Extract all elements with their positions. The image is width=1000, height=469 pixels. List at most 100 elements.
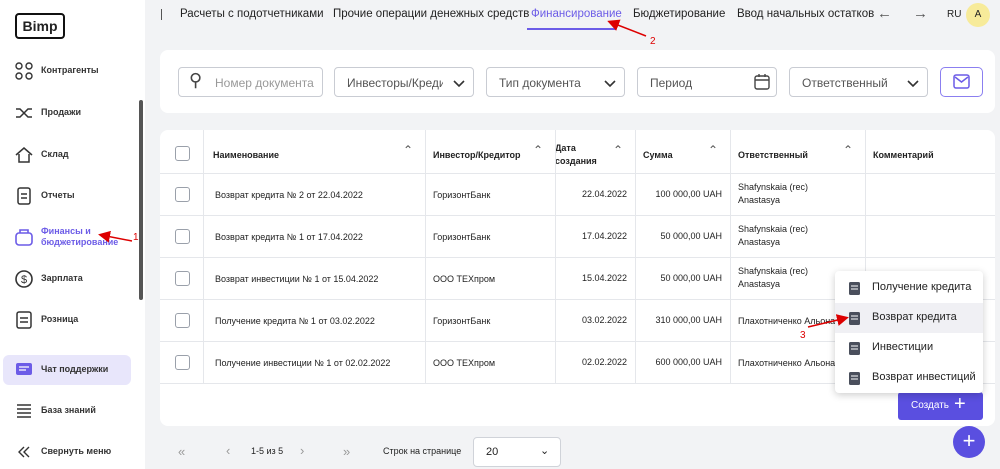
tab[interactable]: Прочие операции денежных средств [333, 8, 530, 20]
fab[interactable]: + [953, 426, 985, 458]
column-header: Комментарий [873, 150, 934, 160]
column-header: Инвестор/Кредитор [433, 150, 521, 160]
icon [849, 312, 860, 325]
svg-text:$: $ [21, 274, 27, 286]
sidebar-item[interactable]: Продажи [0, 98, 135, 128]
language[interactable]: RU [947, 9, 962, 20]
avatar[interactable]: A [966, 3, 990, 27]
menu-item[interactable]: Возврат инвестиций [835, 363, 983, 393]
rows-value: 20 [486, 446, 499, 458]
logo[interactable]: Bimp [15, 13, 65, 39]
filter-placeholder: Тип документа [499, 76, 581, 90]
cell: 600 000,00 UAH [655, 357, 722, 367]
cell: 100 000,00 UAH [655, 189, 722, 199]
sidebar: Bimp Контрагенты Продажи Склад Отчеты Финанс… [0, 0, 145, 469]
sort-icon[interactable]: ⌃ [843, 143, 854, 157]
sidebar-item[interactable]: Финансы и бюджетирование [0, 222, 135, 252]
active-tab-underline [527, 28, 616, 30]
menu-label: Возврат кредита [872, 311, 957, 323]
icon [849, 342, 860, 355]
checkbox[interactable] [175, 146, 190, 161]
page-first[interactable]: « [178, 444, 186, 459]
cell: ООО ТЕХпром [433, 274, 496, 284]
column-header: Ответственный [738, 150, 808, 160]
row-divider [160, 257, 995, 258]
filter-input[interactable]: Ответственный [789, 67, 928, 97]
icon [15, 229, 33, 246]
page-next[interactable]: › [300, 443, 305, 458]
create-plus: + [954, 393, 966, 415]
cell: Shafynskaia (rec) Anastasya [738, 224, 809, 247]
sidebar-item[interactable]: Склад [0, 140, 135, 170]
icon [453, 80, 465, 88]
tab[interactable]: Расчеты с подотчетниками [180, 8, 324, 20]
tab[interactable]: Бюджетирование [633, 8, 726, 20]
icon [604, 80, 616, 88]
sidebar-item[interactable]: База знаний [0, 396, 135, 426]
create-button[interactable]: Создать + [898, 392, 983, 420]
sidebar-label: Финансы и бюджетирование [41, 226, 119, 247]
checkbox[interactable] [175, 355, 190, 370]
rows-select[interactable]: 20 ⌄ [473, 437, 561, 467]
checkbox[interactable] [175, 313, 190, 328]
column-header: Сумма [643, 150, 673, 160]
filter-input[interactable]: Период [637, 67, 777, 97]
sort-icon[interactable]: ⌃ [613, 143, 624, 157]
sidebar-label: Розница [41, 314, 79, 324]
cell: Возврат кредита № 2 от 22.04.2022 [215, 190, 363, 200]
sidebar-item[interactable]: Розница [0, 305, 135, 335]
icon [16, 311, 32, 329]
tab[interactable]: Ввод начальных остатков [737, 8, 875, 20]
cell: 03.02.2022 [581, 315, 627, 325]
create-label: Создать [911, 400, 950, 411]
menu-item[interactable]: Получение кредита [835, 273, 983, 303]
page-prev[interactable]: ‹ [226, 443, 231, 458]
sort-icon[interactable]: ⌃ [533, 143, 544, 157]
cell: Получение кредита № 1 от 03.02.2022 [215, 316, 375, 326]
checkbox[interactable] [175, 271, 190, 286]
row-divider [160, 215, 995, 216]
cell: ГоризонтБанк [433, 316, 491, 326]
mail-icon [953, 74, 970, 89]
filter-input[interactable]: Номер документа ⚲ [178, 67, 323, 97]
menu-item[interactable]: Возврат кредита [835, 303, 983, 333]
page-last[interactable]: » [343, 444, 351, 459]
cell: Возврат инвестиции № 1 от 15.04.2022 [215, 274, 379, 284]
sidebar-label: Контрагенты [41, 65, 99, 75]
sidebar-item[interactable]: $ Зарплата [0, 264, 135, 294]
cell: Shafynskaia (rec) Anastasya [738, 266, 809, 289]
menu-label: Получение кредита [872, 281, 972, 293]
icon [17, 404, 31, 418]
sidebar-label: Чат поддержки [41, 364, 109, 374]
filter-input[interactable]: Тип документа [486, 67, 625, 97]
row-divider [160, 173, 995, 174]
filter-input[interactable]: Инвесторы/Кредиторы [334, 67, 474, 97]
annotation-2: 2 [650, 36, 656, 47]
menu-item[interactable]: Инвестиции [835, 333, 983, 363]
filter-placeholder: Период [650, 76, 693, 90]
tab-separator [161, 9, 162, 20]
icon [16, 363, 32, 375]
filter-placeholder: Ответственный [802, 76, 888, 90]
nav-back[interactable]: ← [877, 5, 892, 22]
mail-button[interactable] [940, 67, 983, 97]
sidebar-item[interactable]: Отчеты [0, 181, 135, 211]
cell: Плахотниченко Альона [738, 316, 836, 326]
tab[interactable]: Финансирование [531, 8, 622, 20]
row-divider [160, 383, 995, 384]
sidebar-label: Зарплата [41, 273, 83, 283]
sort-icon[interactable]: ⌃ [708, 143, 719, 157]
icon: $ [15, 270, 33, 288]
checkbox[interactable] [175, 229, 190, 244]
checkbox[interactable] [175, 187, 190, 202]
cell: 17.04.2022 [581, 231, 627, 241]
sidebar-item[interactable]: Свернуть меню [0, 437, 135, 467]
cell: 50 000,00 UAH [660, 231, 722, 241]
icon [849, 372, 860, 385]
nav-forward[interactable]: → [913, 5, 928, 22]
sidebar-item[interactable]: Контрагенты [0, 56, 135, 86]
search-icon: ⚲ [189, 70, 203, 90]
sidebar-item[interactable]: Чат поддержки [0, 355, 135, 385]
sort-icon[interactable]: ⌃ [403, 143, 414, 157]
